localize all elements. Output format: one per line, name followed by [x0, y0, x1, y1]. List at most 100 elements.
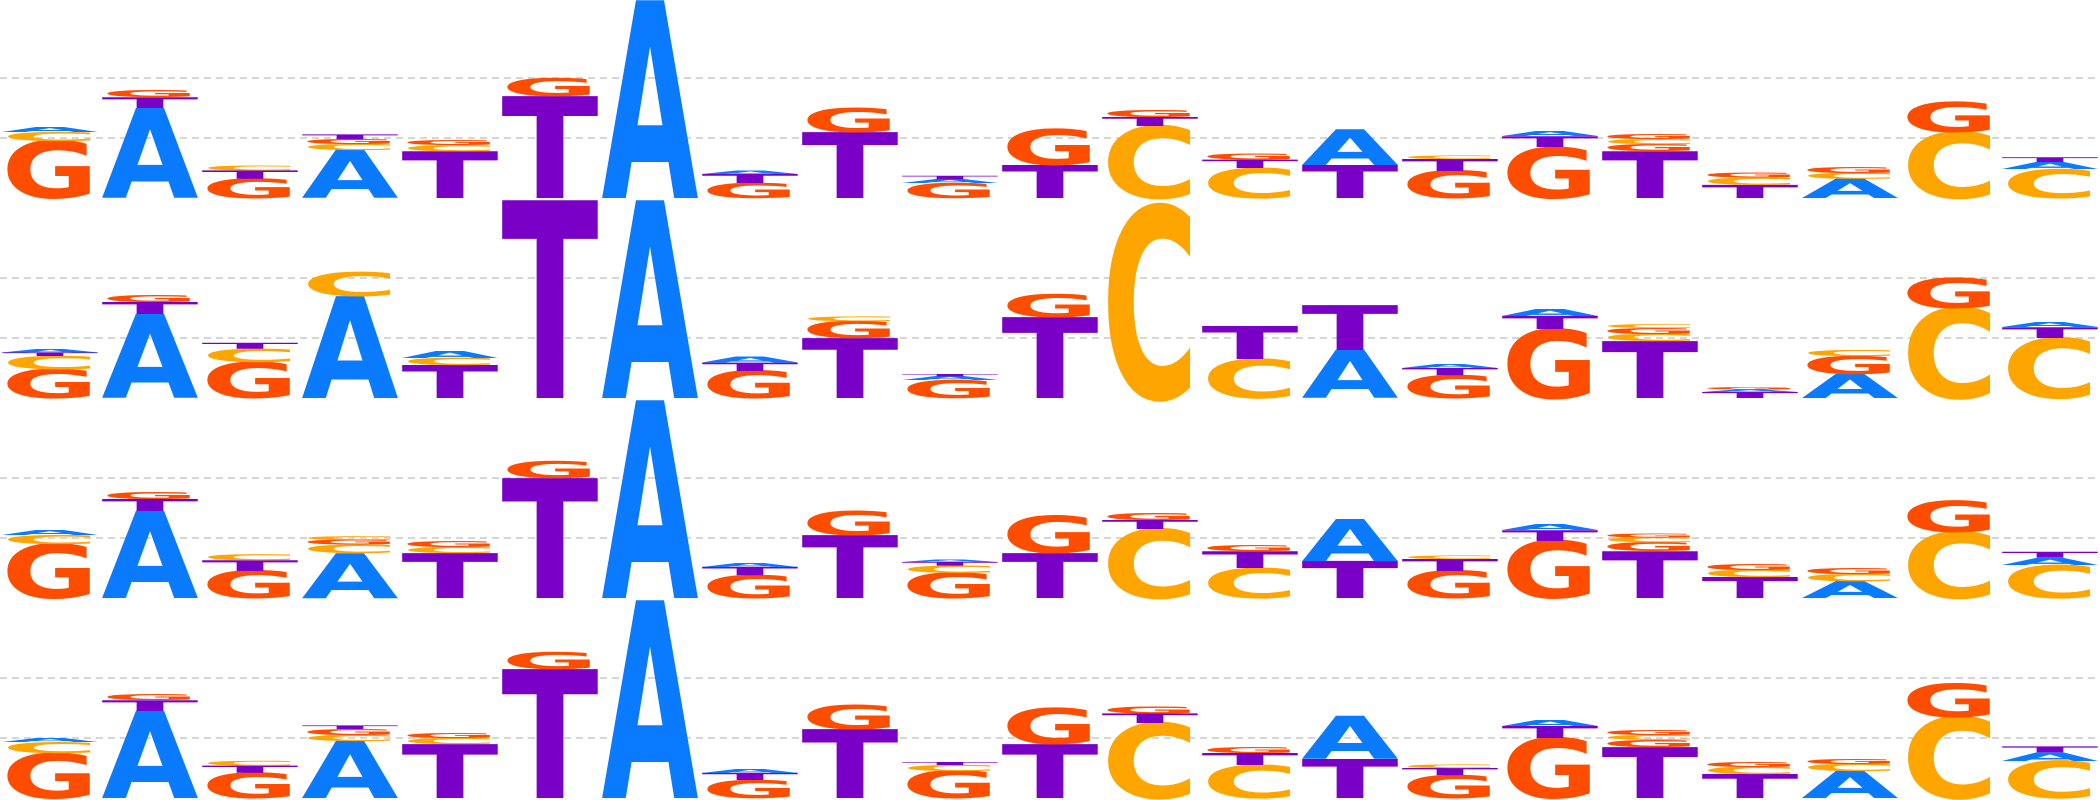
logo-column: GTA	[1402, 363, 1500, 405]
logo-column: C	[1102, 155, 1199, 461]
nucleotide-letter-c: C	[1402, 763, 1499, 769]
logo-column: GCT	[902, 761, 1000, 800]
logo-column: GTA	[702, 355, 799, 407]
nucleotide-letter-a: A	[1302, 508, 1399, 575]
nucleotide-letter-c: C	[1602, 323, 1699, 329]
nucleotide-letter-g: G	[1002, 288, 1099, 324]
logo-column: TCGC	[1602, 323, 1699, 417]
nucleotide-letter-g: G	[1902, 94, 1999, 142]
logo-column: T	[502, 147, 599, 463]
logo-column: GTA	[1502, 130, 1599, 214]
nucleotide-letter-g: G	[1602, 533, 1699, 539]
nucleotide-letter-g: G	[1102, 704, 1199, 716]
nucleotide-letter-g: G	[1202, 745, 1299, 755]
nucleotide-letter-a: A	[602, 546, 699, 800]
sequence-logo: GCA ATGGTC ACGTTCG TG A GTA TGGAT TG CTGCTG TAGTC…	[2, 0, 2099, 262]
nucleotide-letter-g: G	[1702, 171, 1799, 179]
nucleotide-letter-g: G	[1902, 676, 1999, 729]
nucleotide-letter-a: A	[2, 349, 100, 354]
nucleotide-letter-g: G	[1702, 562, 1799, 572]
nucleotide-letter-g: G	[1002, 507, 1099, 566]
logo-column: ACG	[1802, 758, 1900, 800]
logo-column: TGCG	[1602, 133, 1699, 214]
logo-column: A	[602, 546, 699, 800]
nucleotide-letter-t: T	[2002, 156, 2099, 164]
logo-column: GTA	[702, 562, 800, 605]
logo-column: GTC	[1402, 763, 1499, 800]
logo-column: GTA	[1502, 718, 1599, 800]
nucleotide-letter-g: G	[1002, 120, 1099, 177]
logo-column: CTA	[2002, 321, 2099, 417]
logo-column: CAT	[2002, 156, 2099, 208]
logo-column: TG	[1002, 120, 1099, 209]
logo-column: ACG	[1802, 165, 1899, 204]
nucleotide-letter-c: C	[302, 266, 399, 304]
nucleotide-letter-g: G	[1802, 758, 1899, 766]
nucleotide-letter-g: G	[502, 648, 599, 675]
nucleotide-letter-g: G	[802, 102, 899, 140]
logo-column: TGCG	[1602, 533, 1699, 614]
nucleotide-letter-g: G	[402, 732, 499, 740]
nucleotide-letter-g: G	[1802, 165, 1899, 175]
logo-column: GTC	[202, 760, 299, 800]
logo-column: TCG	[1702, 761, 1799, 800]
logo-column: ACG	[1802, 566, 1899, 603]
nucleotide-letter-c: C	[202, 760, 299, 768]
logo-column: CG	[1902, 493, 1999, 620]
nucleotide-letter-g: G	[1802, 566, 1899, 576]
logo-column: TG	[1002, 699, 1099, 800]
logo-column: TG	[502, 446, 599, 637]
logo-column: AGC	[1802, 348, 1899, 405]
nucleotide-letter-t: T	[302, 724, 400, 730]
nucleotide-letter-g: G	[1702, 387, 1799, 391]
nucleotide-letter-g: G	[1102, 511, 1199, 523]
nucleotide-letter-a: A	[1502, 718, 1599, 728]
logo-column: TG	[802, 505, 899, 618]
nucleotide-letter-a: A	[702, 768, 800, 774]
nucleotide-letter-g: G	[102, 490, 199, 502]
nucleotide-letter-g: G	[802, 699, 899, 737]
nucleotide-letter-a: A	[1302, 120, 1399, 177]
nucleotide-letter-a: A	[1502, 130, 1599, 138]
nucleotide-letter-a: A	[702, 355, 799, 365]
logo-column: CTG	[1102, 703, 1199, 800]
nucleotide-letter-t: T	[2002, 745, 2099, 755]
nucleotide-letter-g: G	[402, 539, 499, 549]
logo-column: GTA	[1502, 307, 1599, 421]
logo-column: CTG	[1202, 152, 1299, 208]
nucleotide-letter-g: G	[1602, 133, 1699, 141]
nucleotide-letter-g: G	[102, 693, 199, 703]
nucleotide-letter-c: C	[202, 164, 299, 172]
logo-column: GCTA	[902, 559, 1000, 606]
nucleotide-letter-c: C	[1402, 554, 1499, 560]
logo-column: TGC	[802, 315, 899, 418]
nucleotide-letter-a: A	[2, 126, 99, 134]
nucleotide-letter-c: C	[202, 553, 299, 563]
logo-column: CTG	[1102, 511, 1199, 621]
nucleotide-letter-t: T	[1202, 317, 1299, 370]
logo-column: CAT	[2002, 550, 2099, 609]
logo-column: TG	[1002, 507, 1099, 613]
logo-column: GTA	[1502, 523, 1599, 617]
logo-column: CG	[1902, 270, 1999, 428]
logo-column: ACGT	[302, 133, 399, 214]
logo-column: TA	[1302, 120, 1399, 209]
nucleotide-letter-c: C	[1802, 348, 1899, 358]
nucleotide-letter-g: G	[1902, 270, 1999, 318]
logo-column: ATG	[102, 292, 199, 426]
nucleotide-letter-a: A	[902, 559, 1000, 563]
nucleotide-letter-c: C	[1102, 155, 1199, 461]
logo-column: CTG	[1202, 544, 1299, 609]
nucleotide-letter-g: G	[1702, 761, 1799, 769]
logo-column: TG	[802, 102, 899, 220]
nucleotide-letter-g: G	[1102, 108, 1199, 120]
nucleotide-letter-g: G	[802, 505, 899, 543]
logo-column: GTA	[702, 768, 800, 800]
logo-column: GTA	[702, 170, 800, 203]
logo-column: AT	[1302, 293, 1399, 414]
nucleotide-letter-a: A	[1502, 307, 1599, 319]
nucleotide-letter-t: T	[302, 133, 399, 141]
logo-column: TCG	[1702, 562, 1799, 605]
